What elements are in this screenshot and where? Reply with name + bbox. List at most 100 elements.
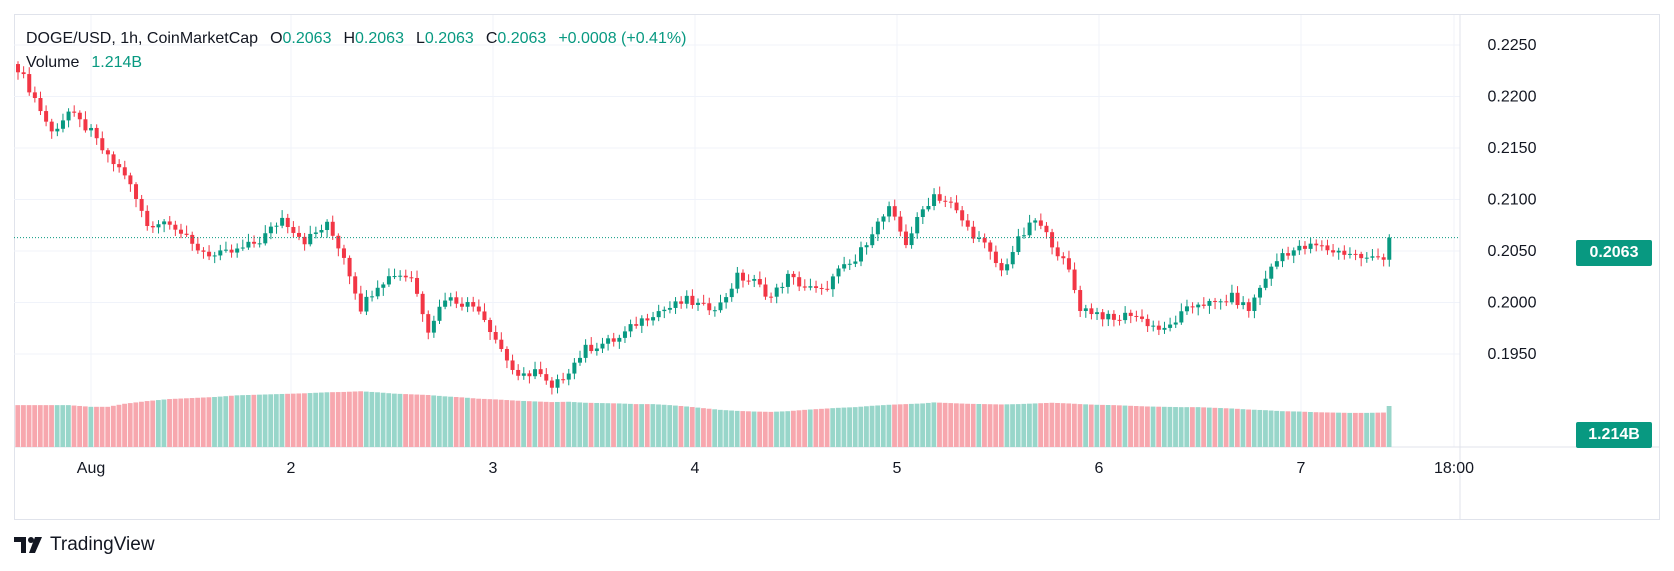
volume-bar (341, 391, 347, 447)
volume-bar (1240, 409, 1246, 447)
volume-bar (1156, 406, 1162, 447)
candle-body (66, 111, 71, 121)
candle-body (842, 264, 847, 269)
volume-bar (875, 405, 881, 447)
candle-body (920, 209, 925, 218)
volume-bar (746, 411, 751, 447)
volume-bar (1043, 402, 1049, 447)
candle-body (673, 301, 678, 308)
candle-body (1302, 245, 1307, 249)
volume-bar (1279, 411, 1285, 447)
candle-body (757, 278, 762, 285)
volume-bar (627, 403, 633, 447)
volume-bar (380, 392, 386, 447)
candle-body (960, 210, 965, 221)
volume-bar (858, 406, 864, 447)
volume-bar (717, 409, 723, 447)
candle-body (134, 184, 139, 199)
candle-body (1308, 243, 1313, 249)
volume-bar (959, 403, 965, 447)
volume-bar (560, 401, 566, 447)
volume-bar (139, 401, 144, 447)
ohlc-row: DOGE/USD, 1h, CoinMarketCap O0.2063 H0.206… (26, 27, 686, 51)
volume-bar (577, 402, 583, 447)
volume-bar (779, 411, 785, 447)
volume-bar (324, 392, 330, 447)
candle-body (1319, 245, 1324, 247)
candle-body (937, 194, 942, 201)
volume-bar (605, 403, 611, 447)
volume-bar (757, 411, 763, 447)
candle-body (943, 200, 948, 202)
candle-body (656, 311, 661, 318)
time-tick-label: 4 (691, 460, 700, 477)
volume-bar (77, 405, 83, 447)
candle-body (1066, 258, 1071, 270)
volume-bar (1100, 404, 1105, 447)
candle-body (909, 233, 914, 246)
volume-bar (532, 401, 538, 447)
candle-body (1224, 301, 1229, 303)
candle-body (336, 235, 341, 249)
candle-body (1359, 253, 1364, 259)
volume-bar (318, 392, 324, 447)
candle-body (1078, 290, 1083, 312)
volume-bar (1352, 412, 1358, 447)
volume-bar (431, 395, 437, 447)
candle-body (707, 303, 712, 311)
volume-bar (54, 405, 60, 447)
volume-bar (200, 397, 206, 447)
symbol-info[interactable]: DOGE/USD, 1h, CoinMarketCap (26, 30, 259, 47)
volume-bar (965, 403, 970, 447)
volume-bar (1251, 409, 1257, 447)
open-value: 0.2063 (282, 30, 332, 47)
candle-body (1286, 253, 1291, 256)
price-tick-label: 0.2200 (1488, 89, 1537, 106)
volume-bar (835, 407, 841, 447)
candle-body (212, 255, 217, 257)
volume-bar (1375, 412, 1381, 447)
volume-bar (1313, 412, 1319, 447)
candle-body (94, 127, 99, 139)
current-price-tag: 0.2063 (1576, 240, 1652, 266)
volume-bar (1330, 412, 1336, 447)
candle-body (1016, 236, 1021, 253)
volume-bar (695, 407, 701, 447)
volume-bar (391, 393, 397, 447)
volume-bar (571, 402, 577, 447)
candle-body (1342, 250, 1347, 255)
volume-bar (790, 410, 796, 447)
volume-label[interactable]: Volume (26, 54, 80, 71)
candle-body (510, 360, 515, 370)
candle-body (1106, 313, 1111, 320)
volume-bar (94, 406, 99, 447)
volume-bar (762, 411, 768, 447)
volume-bar (1324, 412, 1330, 447)
candle-body (1061, 256, 1066, 259)
candle-body (190, 234, 195, 244)
close-value: 0.2063 (497, 30, 547, 47)
volume-bar (223, 396, 229, 447)
low-label: L (415, 30, 425, 47)
change-value: +0.0008 (+0.41%) (558, 30, 687, 47)
volume-bar (925, 402, 931, 447)
volume-bar (1105, 405, 1111, 447)
candle-body (341, 248, 346, 258)
volume-bar (515, 400, 521, 447)
volume-bar (650, 404, 656, 447)
footer-branding[interactable]: TradingView (14, 532, 155, 558)
volume-bar (313, 392, 319, 447)
candle-body (881, 216, 886, 222)
candle-body (903, 231, 908, 246)
volume-bar (358, 391, 364, 447)
candle-body (476, 306, 481, 312)
price-tick-label: 0.2000 (1488, 295, 1537, 312)
candle-body (572, 362, 577, 374)
high-label: H (343, 30, 356, 47)
volume-bar (740, 411, 746, 447)
volume-bar (465, 397, 470, 447)
time-tick-label: 6 (1095, 460, 1104, 477)
candle-body (1347, 253, 1352, 255)
volume-bar (712, 409, 718, 447)
